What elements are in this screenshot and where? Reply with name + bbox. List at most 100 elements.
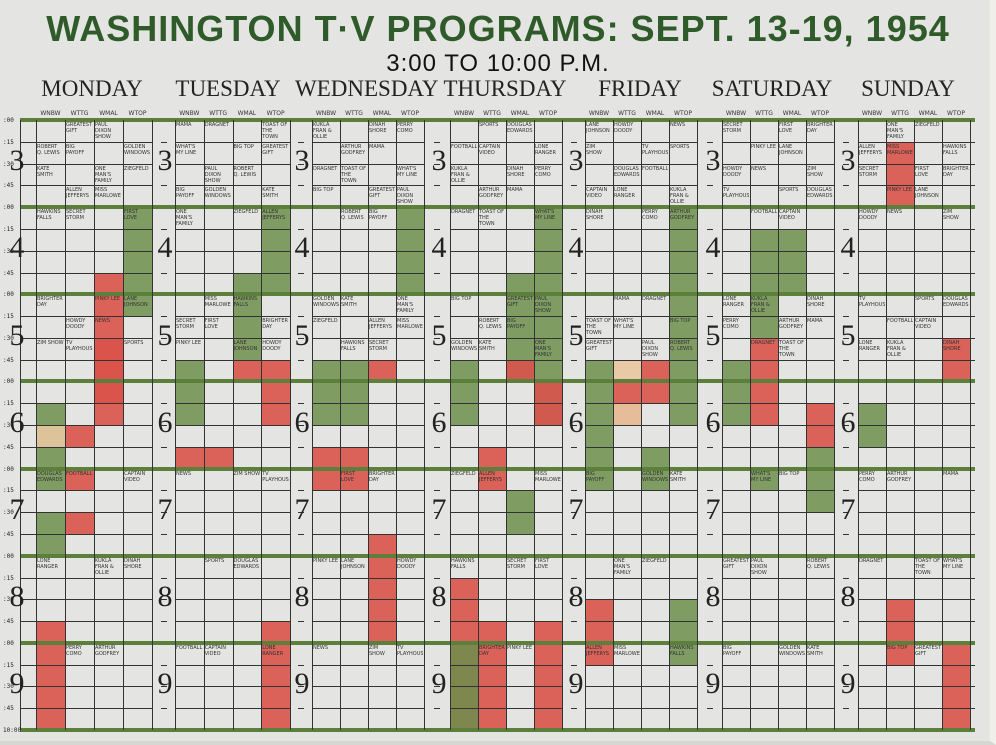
station-header: WTTG: [209, 110, 228, 117]
hour-numeral: 5: [294, 318, 310, 352]
program-name: CAPTAIN VIDEO: [124, 470, 146, 483]
separator-tick: [843, 316, 849, 318]
row-line: [20, 185, 975, 187]
program-name: PINKY LEE: [887, 187, 913, 194]
program-name: FIRST LOVE: [915, 165, 930, 178]
program-name: WHAT'S MY LINE: [535, 209, 556, 222]
separator-tick: [160, 250, 167, 252]
program-name: FIRST LOVE: [124, 209, 139, 222]
column-line: [261, 120, 263, 730]
separator-tick: [570, 403, 577, 405]
program-name: SPORTS: [915, 296, 935, 303]
hour-numeral: 4: [157, 231, 173, 265]
program-name: BRIGHTER DAY: [369, 470, 395, 483]
station-header: WNBW: [315, 110, 337, 117]
program-name: FOOTBALL: [887, 318, 913, 325]
column-line: [424, 120, 425, 730]
program-name: GREATEST GIFT: [915, 644, 941, 657]
program-name: GOLDEN WINDOWS: [451, 339, 477, 352]
program-cell: [585, 599, 613, 665]
separator-tick: [843, 533, 849, 535]
program-name: WHAT'S MY LINE: [751, 470, 772, 483]
hour-numeral: 8: [157, 580, 173, 614]
separator-tick: [425, 466, 450, 471]
program-name: GREATEST GIFT: [586, 339, 612, 352]
station-header: WMAL: [237, 110, 257, 117]
board-subtitle: 3:00 TO 10:00 P.M.: [386, 50, 610, 77]
hour-numeral: 6: [568, 405, 584, 439]
separator-tick: [425, 205, 450, 210]
separator-tick: [298, 185, 304, 187]
program-name: KUKLA FRAN & OLLIE: [95, 557, 114, 576]
time-label: :30: [3, 509, 14, 517]
station-header: WTTG: [755, 110, 773, 117]
station-header: WTOP: [128, 110, 147, 117]
program-name: DINAH SHORE: [807, 296, 825, 309]
program-name: DRAGNET: [859, 557, 884, 564]
program-name: ROBERT Q. LEWIS: [233, 165, 257, 178]
program-name: FOOTBALL: [751, 209, 777, 216]
column-line: [232, 120, 234, 730]
row-line: [20, 466, 975, 471]
separator-tick: [706, 664, 713, 666]
program-name: LANE JOHNSON: [779, 143, 803, 156]
program-name: LANE JOHNSON: [233, 339, 258, 352]
program-name: SECRET STORM: [723, 122, 743, 134]
program-name: SPORTS: [204, 557, 225, 564]
column-line: [290, 120, 291, 730]
program-name: ONE MAN'S FAMILY: [535, 339, 552, 358]
program-name: PERRY COMO: [723, 318, 739, 331]
program-name: KATE SMITH: [807, 644, 823, 657]
station-header: WMAL: [510, 110, 530, 117]
separator-tick: [434, 141, 440, 143]
program-name: SPORTS: [479, 122, 499, 128]
separator-tick: [570, 250, 577, 252]
station-header: WMAL: [782, 110, 802, 117]
hour-numeral: 7: [157, 492, 173, 526]
station-header: WNBW: [40, 110, 61, 117]
separator-tick: [563, 118, 585, 122]
separator-tick: [843, 250, 849, 252]
program-name: FIRST LOVE: [204, 318, 219, 331]
program-name: BIG PAYOFF: [586, 470, 605, 483]
separator-tick: [160, 621, 167, 623]
program-name: SPORTS: [670, 143, 690, 150]
program-cell: [312, 359, 340, 425]
program-name: ZIM SHOW: [233, 470, 261, 477]
separator-tick: [706, 228, 713, 230]
separator-tick: [298, 577, 304, 579]
program-cell: [506, 490, 534, 534]
separator-tick: [298, 163, 304, 165]
separator-tick: [570, 490, 577, 492]
row-line: [20, 553, 975, 558]
program-name: WHAT'S MY LINE: [176, 143, 197, 156]
separator-tick: [160, 512, 167, 514]
separator-tick: [698, 640, 722, 645]
program-name: HOWDY DOODY: [397, 557, 417, 570]
program-name: SECRET STORM: [176, 318, 196, 331]
program-name: TV PLAYHOUSE: [262, 470, 289, 483]
hour-numeral: 9: [9, 667, 25, 701]
program-name: NEWS: [95, 318, 111, 325]
program-name: LONE RANGER: [614, 187, 635, 200]
row-line: [20, 163, 975, 165]
row-line: [20, 379, 975, 384]
program-cell: [750, 228, 778, 338]
program-name: DINAH SHORE: [124, 557, 142, 570]
hour-numeral: 4: [294, 231, 310, 265]
row-line: [20, 205, 975, 210]
row-line: [20, 577, 975, 579]
program-name: BIG TOP: [233, 143, 254, 150]
column-line: [175, 120, 176, 730]
program-cell: [506, 359, 534, 382]
separator-tick: [698, 728, 722, 732]
hour-numeral: 4: [840, 231, 856, 265]
program-name: PAUL DIXON SHOW: [751, 557, 768, 576]
program-name: ARTHUR GODFREY: [95, 644, 120, 657]
separator-tick: [160, 141, 167, 143]
day-header-wednesday: WEDNESDAY: [295, 76, 439, 101]
day-header-thursday: THURSDAY: [443, 76, 567, 101]
separator-tick: [298, 512, 304, 514]
column-line: [450, 120, 451, 730]
